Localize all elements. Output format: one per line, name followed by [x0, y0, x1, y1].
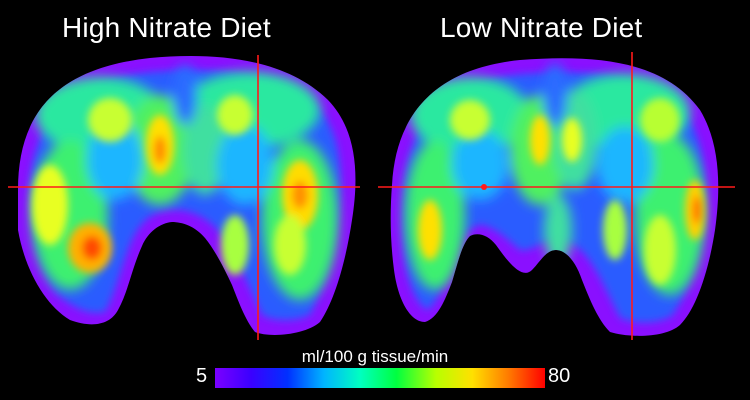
colorbar-min: 5 [196, 365, 208, 387]
title-high-nitrate: High Nitrate Diet [62, 12, 271, 43]
colorbar [215, 368, 545, 388]
crosshair-lines [8, 52, 735, 340]
crosshair-marker [481, 184, 487, 190]
colorbar-max: 80 [548, 365, 571, 387]
brain-scan-low-nitrate [390, 58, 719, 336]
brain-scan-high-nitrate [18, 56, 356, 335]
colorbar-label: ml/100 g tissue/min [301, 347, 449, 366]
title-low-nitrate: Low Nitrate Diet [440, 12, 643, 43]
